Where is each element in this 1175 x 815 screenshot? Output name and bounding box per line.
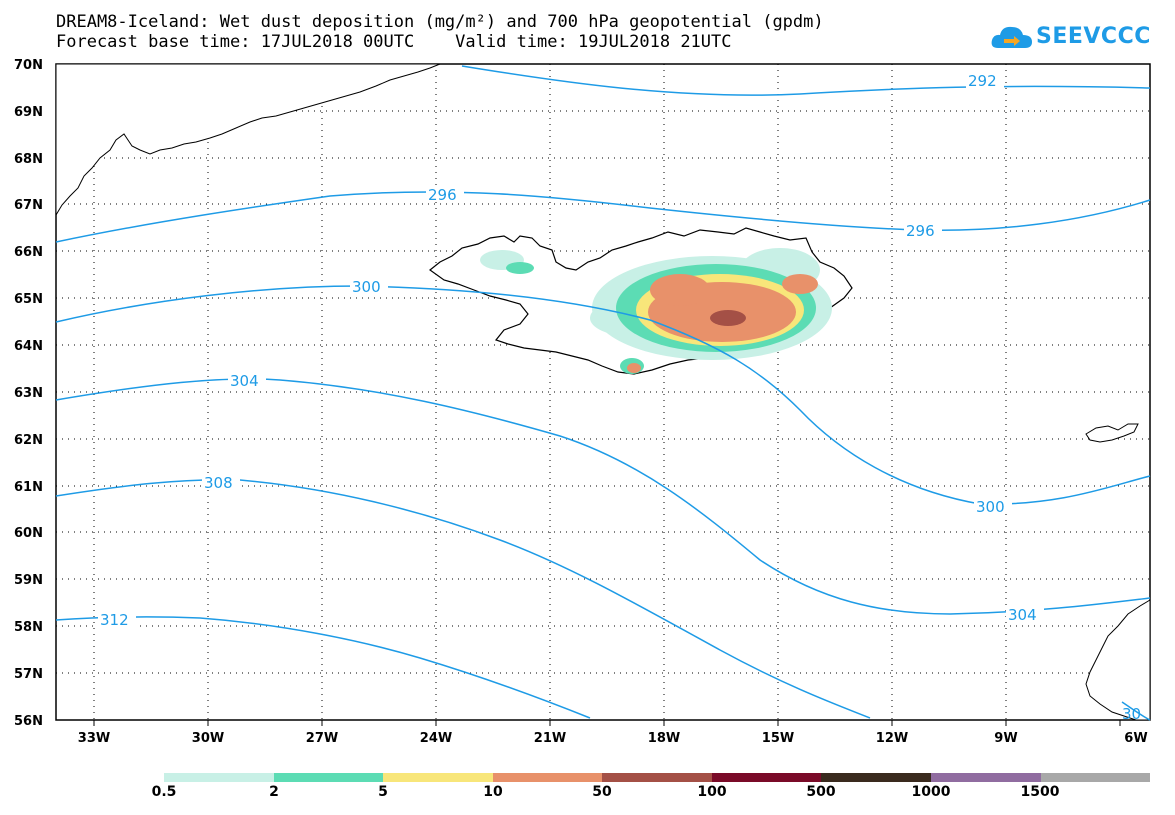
contour-label-304-east: 304	[1008, 606, 1037, 624]
lat-label: 60N	[14, 526, 43, 541]
greenland-coast	[55, 63, 441, 217]
legend-swatch	[1040, 773, 1151, 782]
lon-label: 33W	[78, 731, 110, 746]
legend-swatch	[821, 773, 931, 782]
contour-label-296-west: 296	[428, 186, 457, 204]
map-subtitle: Forecast base time: 17JUL2018 00UTC Vali…	[56, 32, 732, 52]
contour-labels: 292 296 296 300 300 304 304 308 312 30	[98, 72, 1141, 723]
lat-label: 58N	[14, 620, 43, 635]
lon-label: 24W	[420, 731, 452, 746]
lat-label: 57N	[14, 667, 43, 682]
legend-swatch	[602, 773, 712, 782]
legend-label: 10	[483, 784, 503, 800]
lon-label: 6W	[1124, 731, 1147, 746]
lat-label: 68N	[14, 152, 43, 167]
legend-swatch	[492, 773, 603, 782]
lat-label: 70N	[14, 58, 43, 73]
faroe-islands	[1085, 423, 1139, 443]
lon-label: 12W	[876, 731, 908, 746]
legend-label: 1500	[1020, 784, 1060, 800]
lat-label: 61N	[14, 480, 43, 495]
longitude-labels: 33W 30W 27W 24W 21W 18W 15W 12W 9W 6W	[78, 731, 1148, 746]
legend-swatch	[164, 773, 274, 782]
lat-label: 63N	[14, 386, 43, 401]
legend-label: 100	[697, 784, 727, 800]
legend-colorbar	[164, 773, 1151, 782]
lat-label: 56N	[14, 714, 43, 729]
legend-swatch	[273, 773, 384, 782]
legend-label: 5	[378, 784, 388, 800]
contour-label-308: 308	[204, 474, 233, 492]
lat-label: 66N	[14, 245, 43, 260]
axis-ticks	[93, 720, 1121, 726]
lon-label: 9W	[994, 731, 1017, 746]
legend-label: 500	[806, 784, 836, 800]
legend-swatch	[930, 773, 1041, 782]
lon-label: 18W	[648, 731, 680, 746]
contour-label-30: 30	[1122, 705, 1141, 723]
lat-label: 62N	[14, 433, 43, 448]
lat-label: 64N	[14, 339, 43, 354]
legend-label: 0.5	[151, 784, 177, 800]
lon-label: 15W	[762, 731, 794, 746]
lon-label: 30W	[192, 731, 224, 746]
scotland-coast	[1085, 599, 1151, 721]
legend-swatch	[383, 773, 493, 782]
graticule	[56, 64, 1150, 720]
lat-label: 59N	[14, 573, 43, 588]
cloud-icon	[991, 26, 1032, 48]
lat-label: 65N	[14, 292, 43, 307]
legend-label: 1000	[911, 784, 951, 800]
contour-label-300-east: 300	[976, 498, 1005, 516]
legend-label: 50	[592, 784, 612, 800]
lat-label: 69N	[14, 105, 43, 120]
lon-label: 27W	[306, 731, 338, 746]
seevccc-logo: SEEVCCC	[990, 20, 1150, 54]
contour-label-296-east: 296	[906, 222, 935, 240]
map-title: DREAM8-Iceland: Wet dust deposition (mg/…	[56, 12, 824, 32]
legend-label: 2	[269, 784, 279, 800]
dust-deposition-field	[480, 248, 832, 374]
contour-label-312: 312	[100, 611, 129, 629]
contour-label-292: 292	[968, 72, 997, 90]
lat-label: 67N	[14, 198, 43, 213]
contour-label-304-west: 304	[230, 372, 259, 390]
logo-text: SEEVCCC	[1036, 24, 1151, 49]
geopotential-contours	[55, 65, 1151, 721]
contour-label-300-west: 300	[352, 278, 381, 296]
legend-swatch	[711, 773, 822, 782]
lon-label: 21W	[534, 731, 566, 746]
latitude-labels: 70N 69N 68N 67N 66N 65N 64N 63N 62N 61N …	[14, 58, 43, 729]
